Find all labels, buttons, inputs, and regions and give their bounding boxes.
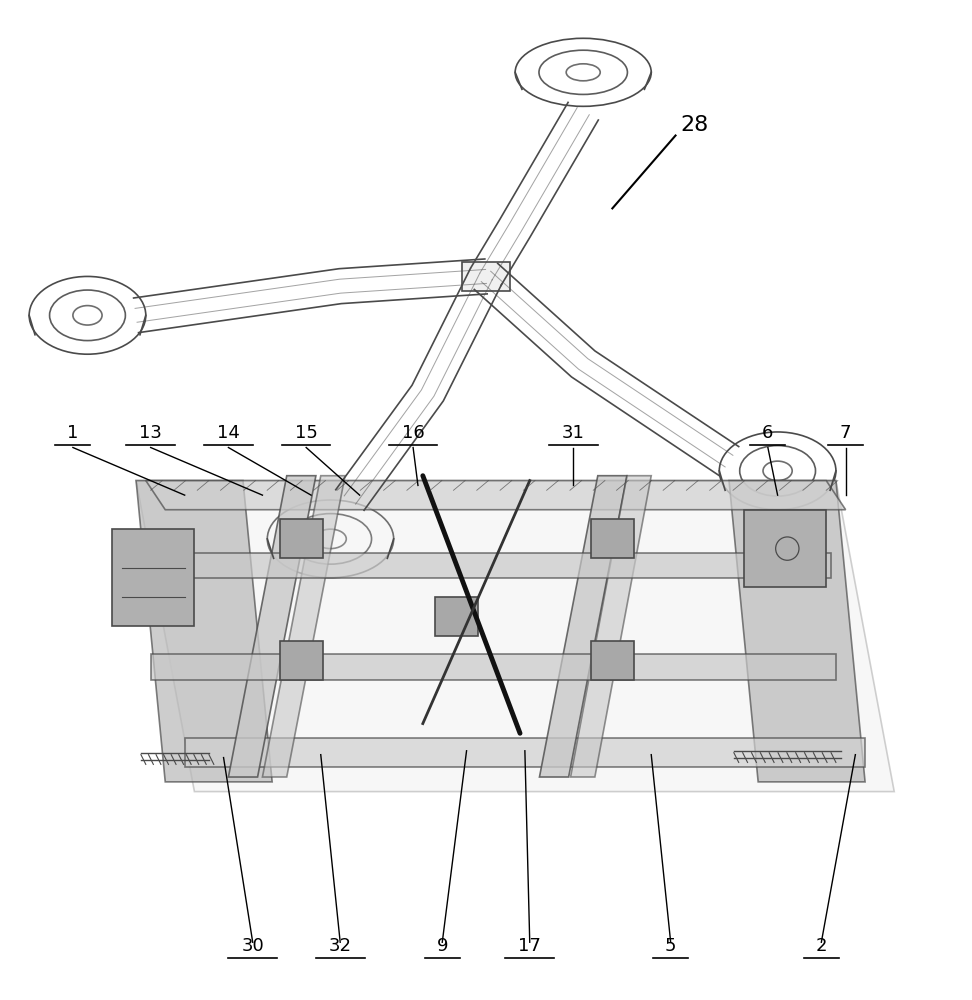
Text: 30: 30 bbox=[241, 937, 264, 955]
Polygon shape bbox=[571, 476, 651, 777]
Polygon shape bbox=[151, 654, 836, 680]
Polygon shape bbox=[136, 481, 894, 792]
Text: 31: 31 bbox=[562, 424, 585, 442]
Text: 32: 32 bbox=[329, 937, 352, 955]
FancyBboxPatch shape bbox=[435, 597, 478, 636]
Polygon shape bbox=[228, 476, 316, 777]
FancyBboxPatch shape bbox=[462, 262, 510, 291]
Polygon shape bbox=[146, 481, 846, 510]
Text: 14: 14 bbox=[217, 424, 240, 442]
Text: 28: 28 bbox=[680, 115, 709, 135]
Text: 17: 17 bbox=[518, 937, 541, 955]
Text: 6: 6 bbox=[762, 424, 774, 442]
Polygon shape bbox=[146, 553, 831, 578]
Text: 15: 15 bbox=[295, 424, 318, 442]
FancyBboxPatch shape bbox=[280, 519, 323, 558]
Text: 5: 5 bbox=[665, 937, 677, 955]
Text: 2: 2 bbox=[816, 937, 827, 955]
Polygon shape bbox=[136, 481, 272, 782]
Text: 13: 13 bbox=[139, 424, 162, 442]
Text: 1: 1 bbox=[67, 424, 79, 442]
Text: 16: 16 bbox=[401, 424, 425, 442]
Polygon shape bbox=[262, 476, 345, 777]
Text: 9: 9 bbox=[436, 937, 448, 955]
Polygon shape bbox=[185, 738, 865, 767]
FancyBboxPatch shape bbox=[744, 510, 826, 587]
FancyBboxPatch shape bbox=[280, 641, 323, 680]
Polygon shape bbox=[729, 481, 865, 782]
FancyBboxPatch shape bbox=[112, 529, 194, 626]
FancyBboxPatch shape bbox=[591, 519, 634, 558]
FancyBboxPatch shape bbox=[591, 641, 634, 680]
Polygon shape bbox=[539, 476, 627, 777]
Text: 7: 7 bbox=[840, 424, 851, 442]
